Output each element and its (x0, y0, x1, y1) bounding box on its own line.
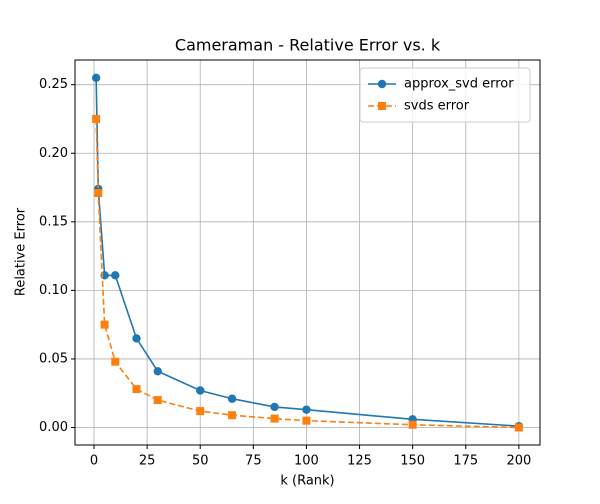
x-tick-label: 175 (453, 454, 478, 469)
y-tick-label: 0.20 (39, 146, 68, 161)
x-tick-label: 150 (400, 454, 425, 469)
legend-marker (378, 102, 386, 110)
marker (302, 416, 311, 425)
y-axis-label: Relative Error (14, 207, 29, 296)
y-tick-label: 0.15 (39, 214, 68, 229)
marker (228, 411, 237, 420)
marker (132, 385, 141, 394)
y-tick-label: 0.00 (39, 420, 68, 435)
marker (91, 73, 101, 83)
x-tick-label: 0 (90, 454, 98, 469)
marker (153, 367, 162, 376)
marker (132, 334, 141, 343)
legend-box (359, 67, 531, 123)
x-axis-label: k (Rank) (280, 474, 334, 489)
series-line (95, 118, 519, 429)
series-line (95, 77, 519, 427)
plot-frame (74, 59, 541, 446)
marker (408, 420, 417, 429)
y-tick-label: 0.25 (39, 77, 68, 92)
x-tick-label: 100 (294, 454, 319, 469)
x-tick-label: 75 (245, 454, 262, 469)
marker (153, 396, 162, 405)
legend-marker (377, 79, 387, 89)
marker (270, 414, 279, 423)
x-tick-label: 200 (506, 454, 531, 469)
marker (196, 407, 205, 416)
marker (111, 357, 120, 366)
legend-label: svds error (404, 99, 470, 114)
marker (227, 394, 237, 403)
y-tick-label: 0.05 (39, 351, 68, 366)
x-tick-label: 25 (139, 454, 156, 469)
marker (111, 271, 120, 280)
legend-label: approx_svd error (404, 77, 514, 92)
marker (92, 114, 101, 123)
marker (302, 405, 311, 414)
marker (100, 320, 109, 329)
chart-title: Cameraman - Relative Error vs. k (175, 36, 441, 55)
marker (514, 423, 523, 432)
y-tick-label: 0.10 (39, 283, 68, 298)
x-tick-label: 125 (347, 454, 372, 469)
x-tick-label: 50 (192, 454, 209, 469)
marker (270, 402, 279, 412)
marker (94, 189, 103, 198)
marker (196, 386, 205, 395)
